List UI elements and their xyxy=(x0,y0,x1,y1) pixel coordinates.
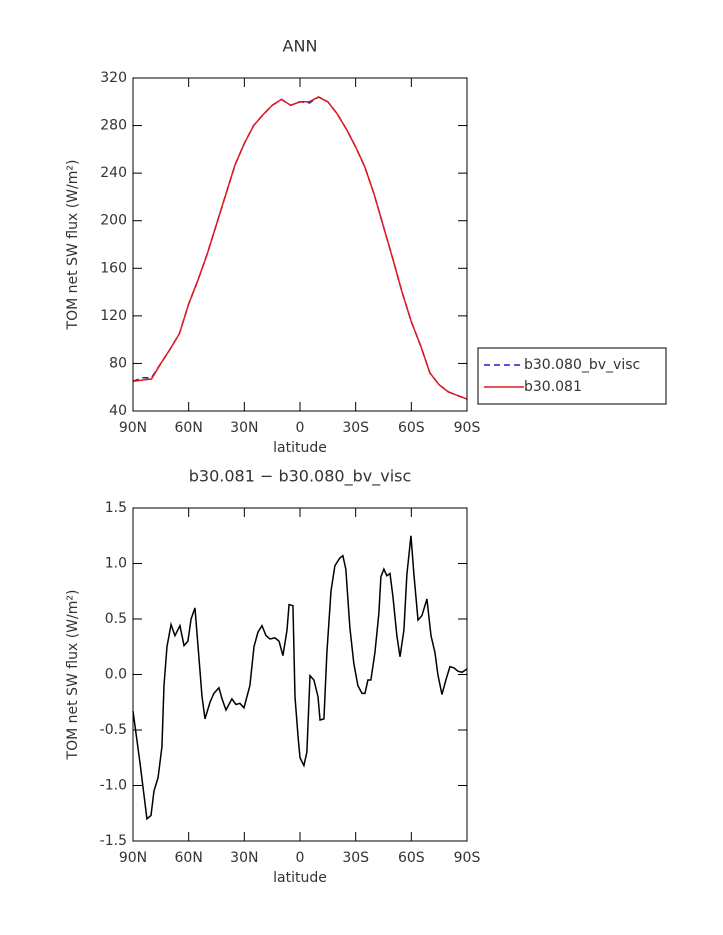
y-tick-label: 280 xyxy=(100,118,127,134)
x-tick-label: 0 xyxy=(296,420,305,436)
y-tick-label: 0.5 xyxy=(105,611,127,627)
x-tick-label: 0 xyxy=(296,850,305,866)
x-axis-label: latitude xyxy=(273,870,327,886)
legend-label: b30.080_bv_visc xyxy=(524,357,640,373)
y-tick-label: -0.5 xyxy=(100,722,127,738)
y-tick-label: 1.5 xyxy=(105,500,127,516)
y-tick-label: 1.0 xyxy=(105,556,127,572)
x-axis-label: latitude xyxy=(273,440,327,456)
legend-box xyxy=(477,347,667,405)
y-tick-label: 200 xyxy=(100,213,127,229)
x-tick-label: 30S xyxy=(342,850,369,866)
y-tick-label: 40 xyxy=(109,403,127,419)
x-tick-label: 60S xyxy=(398,850,425,866)
y-tick-label: -1.5 xyxy=(100,833,127,849)
y-tick-label: 320 xyxy=(100,70,127,86)
legend-label: b30.081 xyxy=(524,379,582,395)
y-tick-label: -1.0 xyxy=(100,778,127,794)
y-tick-label: 160 xyxy=(100,260,127,276)
y-tick-label: 120 xyxy=(100,308,127,324)
series-line xyxy=(132,96,468,400)
x-tick-label: 30S xyxy=(342,420,369,436)
x-tick-label: 90N xyxy=(119,850,147,866)
plot-frame xyxy=(132,507,468,842)
series-line xyxy=(132,96,468,400)
plot-frame xyxy=(132,77,468,412)
y-tick-label: 240 xyxy=(100,165,127,181)
x-tick-label: 30N xyxy=(230,850,258,866)
y-tick-label: 0.0 xyxy=(105,667,127,683)
y-axis-label: TOM net SW flux (W/m²) xyxy=(65,590,81,761)
series-line xyxy=(132,535,468,821)
y-tick-label: 80 xyxy=(109,355,127,371)
x-tick-label: 90N xyxy=(119,420,147,436)
x-tick-label: 60S xyxy=(398,420,425,436)
x-tick-label: 30N xyxy=(230,420,258,436)
x-tick-label: 60N xyxy=(175,420,203,436)
x-tick-label: 90S xyxy=(454,850,481,866)
y-axis-label: TOM net SW flux (W/m²) xyxy=(65,160,81,331)
chart-title: ANN xyxy=(283,37,318,56)
chart-title: b30.081 − b30.080_bv_visc xyxy=(189,467,412,487)
x-tick-label: 90S xyxy=(454,420,481,436)
x-tick-label: 60N xyxy=(175,850,203,866)
